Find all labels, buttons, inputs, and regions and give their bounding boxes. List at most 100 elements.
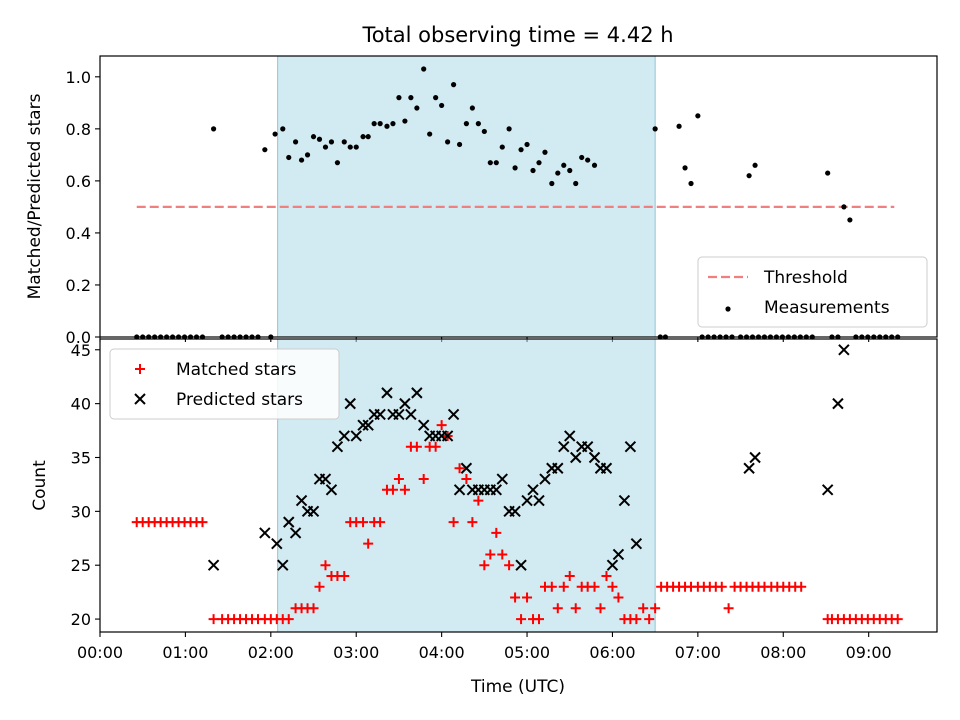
matched-star-marker <box>308 603 319 614</box>
measurement-point <box>841 204 847 210</box>
measurement-point <box>316 136 323 142</box>
measurement-point <box>567 167 573 174</box>
predicted-star-marker <box>405 408 417 421</box>
measurement-point <box>272 131 278 137</box>
matched-star-marker <box>522 592 533 603</box>
y-tick-label: 0.2 <box>66 276 91 295</box>
legend-measurement-swatch <box>725 306 731 312</box>
predicted-star-marker <box>417 419 430 431</box>
predicted-star-marker <box>552 462 564 474</box>
legend-label: Measurements <box>764 298 890 318</box>
y-axis-label: Matched/Predicted stars <box>25 93 45 299</box>
measurement-point <box>384 123 390 129</box>
measurement-point <box>847 217 853 223</box>
predicted-star-marker <box>490 484 503 496</box>
axes-frame <box>99 338 938 633</box>
predicted-star-marker <box>393 408 405 421</box>
legend-box <box>109 348 340 420</box>
predicted-star-marker <box>460 462 473 474</box>
matched-star-marker <box>411 441 422 452</box>
measurement-point <box>304 152 311 158</box>
matched-star-marker <box>339 570 350 581</box>
measurement-point <box>746 173 752 179</box>
predicted-star-marker <box>539 473 551 485</box>
y-tick-label: 25 <box>71 556 91 575</box>
measurement-point <box>347 144 353 150</box>
measurement-point <box>542 149 548 155</box>
measurement-point <box>427 131 433 137</box>
measurement-point <box>377 121 383 127</box>
matched-star-marker <box>570 603 581 614</box>
measurement-point <box>280 126 286 132</box>
matched-star-marker <box>320 560 331 571</box>
top-panel: 0.0 0.2 0.4 0.6 0.8 1.0 Matched/Predicted star… <box>25 55 938 347</box>
matched-star-marker <box>564 570 575 581</box>
measurement-point <box>433 95 439 101</box>
predicted-star-marker <box>350 430 362 442</box>
matched-star-marker <box>510 592 521 603</box>
matched-star-marker <box>613 592 624 603</box>
measurement-point <box>310 134 317 140</box>
matched-star-marker <box>479 560 490 571</box>
matched-star-marker <box>197 517 208 528</box>
measurement-point <box>530 167 536 174</box>
matched-star-marker <box>208 614 219 625</box>
predicted-star-marker <box>527 484 539 496</box>
measurement-point <box>445 139 451 145</box>
predicted-star-marker <box>283 516 295 528</box>
matched-star-marker <box>314 581 325 592</box>
matched-star-marker <box>358 517 369 528</box>
matched-star-marker <box>454 463 465 474</box>
matched-star-marker <box>491 527 502 538</box>
y-tick-label: 0.6 <box>66 172 91 191</box>
measurement-point <box>682 165 688 171</box>
x-tick-label: 03:00 <box>333 643 379 662</box>
matched-star-marker <box>418 474 429 485</box>
measurement-point <box>390 121 396 127</box>
measurement-point <box>695 113 701 119</box>
matched-star-marker <box>399 484 410 495</box>
matched-star-marker <box>516 614 527 625</box>
y-tick-label: 35 <box>71 448 91 467</box>
matched-star-marker <box>650 603 661 614</box>
measurement-point <box>353 144 359 150</box>
bottom-panel: 20 25 30 35 40 45 00:00 01:00 02:00 03:00 04:00 05:… <box>30 338 938 662</box>
matched-star-marker <box>436 420 447 431</box>
x-tick-label: 00:00 <box>77 643 123 662</box>
y-axis-label: Count <box>30 460 50 511</box>
predicted-star-marker <box>581 441 594 453</box>
measurement-point <box>371 121 377 127</box>
predicted-star-marker <box>259 527 271 539</box>
measurement-point <box>469 105 475 111</box>
x-tick-label: 08:00 <box>760 643 806 662</box>
matched-star-marker <box>473 495 484 506</box>
measurement-point <box>499 144 505 150</box>
predicted-star-marker <box>558 441 570 453</box>
predicted-star-marker <box>624 441 637 453</box>
measurement-point <box>475 121 481 127</box>
measurement-point <box>421 66 427 72</box>
measurement-point <box>262 147 268 153</box>
predicted-star-marker <box>509 505 521 518</box>
legend: Matched stars Predicted stars <box>109 348 340 420</box>
predicted-star-marker <box>496 473 508 485</box>
measurement-point <box>408 95 414 101</box>
matched-star-marker <box>448 517 459 528</box>
predicted-star-marker <box>331 441 344 453</box>
legend-predicted-swatch <box>134 393 146 405</box>
predicted-star-marker <box>588 451 601 464</box>
matched-star-marker <box>638 603 649 614</box>
y-tick-label: 0.4 <box>66 224 91 243</box>
measurement-point <box>518 147 524 153</box>
matched-star-marker <box>461 474 472 485</box>
measurement-point <box>825 170 831 176</box>
predicted-star-marker <box>344 397 356 410</box>
predicted-star-marker <box>743 462 755 474</box>
matched-star-marker <box>631 614 642 625</box>
legend-matched-swatch <box>135 364 145 374</box>
measurement-point <box>328 139 335 145</box>
measurement-point <box>402 118 408 124</box>
matched-star-marker <box>430 441 441 452</box>
predicted-star-marker <box>832 397 844 410</box>
